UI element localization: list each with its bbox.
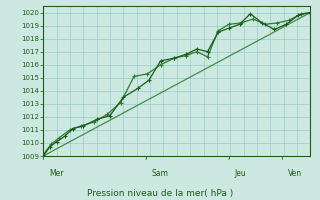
Text: Ven: Ven xyxy=(288,168,302,178)
Text: Pression niveau de la mer( hPa ): Pression niveau de la mer( hPa ) xyxy=(87,189,233,198)
Text: Mer: Mer xyxy=(49,168,63,178)
Text: Jeu: Jeu xyxy=(235,168,246,178)
Text: Sam: Sam xyxy=(152,168,169,178)
